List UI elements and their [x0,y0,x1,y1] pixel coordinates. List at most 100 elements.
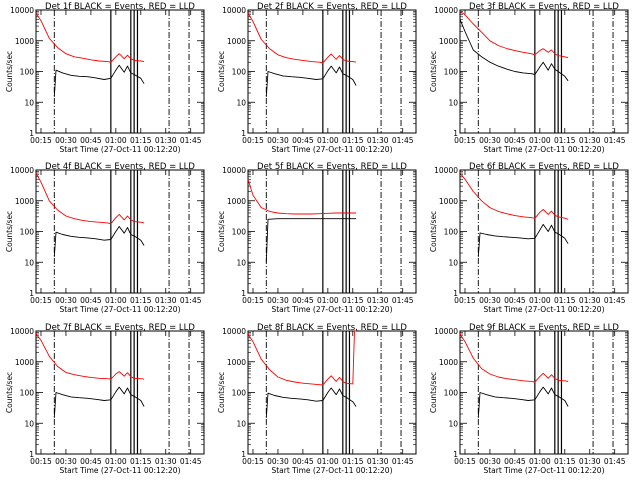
y-tick-label: 1 [453,289,458,298]
plot-frame [247,330,417,455]
x-tick-label: 01:15 [342,457,364,466]
y-tick-label: 10 [448,419,458,428]
x-axis-label: Start Time (27-Oct-11 00:12:20) [271,466,392,475]
x-tick-label: 00:15 [30,457,52,466]
x-tick-label: 00:45 [292,296,314,305]
y-tick-label: 1 [453,450,458,459]
x-axis-label: Start Time (27-Oct-11 00:12:20) [483,145,604,154]
series-line-events [265,65,357,97]
x-tick-label: 00:30 [479,457,501,466]
x-tick-label: 00:15 [30,136,52,145]
x-tick-label: 01:30 [367,296,389,305]
y-axis-label: Counts/sec [5,211,14,252]
x-tick-label: 00:15 [454,136,476,145]
y-tick-label: 100 [20,389,35,398]
x-tick-label: 01:45 [392,136,414,145]
y-axis-label: Counts/sec [5,51,14,92]
x-tick-label: 01:30 [155,296,177,305]
x-tick-label: 00:30 [479,136,501,145]
y-tick-label: 10 [24,419,34,428]
y-tick-label: 10 [24,98,34,107]
y-tick-label: 10 [236,258,246,267]
x-tick-label: 00:30 [267,457,289,466]
x-tick-label: 01:15 [342,136,364,145]
x-tick-label: 01:45 [180,457,202,466]
y-tick-label: 1 [241,450,246,459]
y-tick-label: 1000 [227,197,246,206]
x-tick-label: 01:30 [579,136,601,145]
y-tick-label: 100 [232,228,247,237]
x-tick-label: 01:45 [604,457,626,466]
x-tick-label: 01:00 [317,457,339,466]
series-line-events [477,223,569,257]
series-line-lld [247,179,357,215]
chart-title: Det 6f BLACK = Events, RED = LLD [469,162,619,172]
series-line-lld [35,333,145,380]
x-axis-label: Start Time (27-Oct-11 00:12:20) [483,305,604,314]
x-tick-label: 01:30 [579,296,601,305]
y-tick-label: 100 [232,68,247,77]
x-tick-label: 00:15 [454,457,476,466]
chart-title: Det 1f BLACK = Events, RED = LLD [45,2,195,12]
chart-title: Det 3f BLACK = Events, RED = LLD [469,2,619,12]
y-tick-label: 1000 [15,37,34,46]
series-line-lld [459,333,569,383]
y-tick-label: 1 [29,289,34,298]
x-tick-label: 00:15 [242,136,264,145]
y-tick-label: 10000 [10,6,34,15]
x-tick-label: 00:30 [55,296,77,305]
x-tick-label: 01:00 [529,136,551,145]
y-tick-label: 100 [444,389,459,398]
y-axis-label: Counts/sec [429,51,438,92]
x-tick-label: 01:15 [554,457,576,466]
y-tick-label: 10 [236,98,246,107]
plot-frame [35,330,205,455]
chart-title: Det 4f BLACK = Events, RED = LLD [45,162,195,172]
y-axis-label: Counts/sec [217,211,226,252]
chart-title: Det 8f BLACK = Events, RED = LLD [257,323,407,333]
series-line-events [265,218,357,263]
x-tick-label: 00:45 [504,136,526,145]
series-line-events [477,386,569,418]
y-tick-label: 1 [29,450,34,459]
x-tick-label: 00:45 [504,296,526,305]
x-tick-label: 00:30 [267,296,289,305]
y-axis-label: Counts/sec [429,372,438,413]
x-tick-label: 01:15 [554,296,576,305]
chart-title: Det 7f BLACK = Events, RED = LLD [45,323,195,333]
x-tick-label: 01:30 [155,457,177,466]
x-tick-label: 01:00 [529,457,551,466]
y-tick-label: 10000 [434,6,458,15]
y-axis-label: Counts/sec [429,211,438,252]
x-tick-label: 00:30 [55,457,77,466]
x-tick-label: 01:45 [392,296,414,305]
x-axis-label: Start Time (27-Oct-11 00:12:20) [59,145,180,154]
y-tick-label: 1000 [227,358,246,367]
x-tick-label: 00:30 [479,296,501,305]
plot-frame [35,9,205,134]
x-tick-label: 01:45 [180,136,202,145]
y-tick-label: 1000 [15,197,34,206]
x-tick-label: 00:45 [292,457,314,466]
x-tick-label: 01:30 [155,136,177,145]
x-tick-label: 00:15 [30,296,52,305]
x-axis-label: Start Time (27-Oct-11 00:12:20) [271,305,392,314]
y-tick-label: 1 [241,129,246,138]
chart-title: Det 2f BLACK = Events, RED = LLD [257,2,407,12]
y-tick-label: 10 [236,419,246,428]
y-tick-label: 10000 [222,6,246,15]
series-line-lld [247,330,357,386]
plot-frame [247,9,417,134]
x-tick-label: 01:00 [317,296,339,305]
x-tick-label: 00:45 [504,457,526,466]
x-tick-label: 00:15 [242,457,264,466]
y-axis-label: Counts/sec [217,51,226,92]
x-tick-label: 01:15 [130,136,152,145]
y-tick-label: 1000 [439,197,458,206]
